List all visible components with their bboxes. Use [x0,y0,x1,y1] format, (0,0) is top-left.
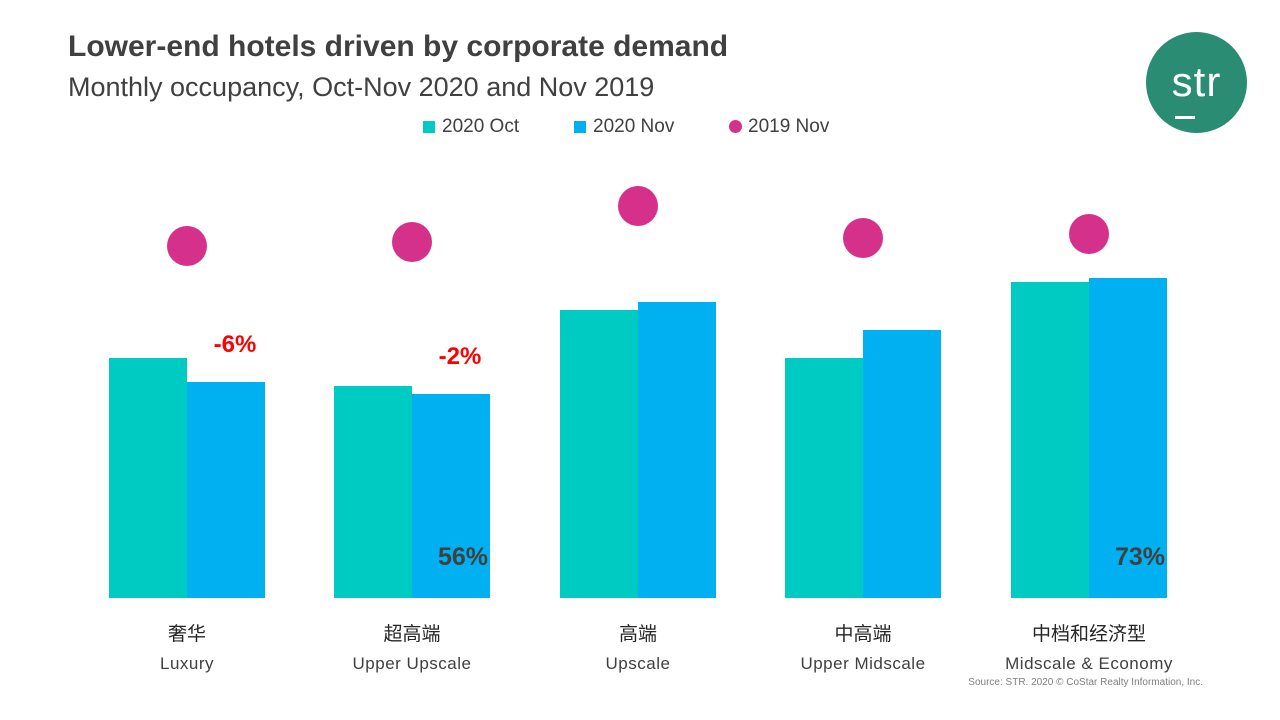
legend-swatch-2019-nov [729,120,742,133]
chart-subtitle: Monthly occupancy, Oct-Nov 2020 and Nov … [68,72,655,102]
bar-2020-oct-luxury [109,358,187,598]
bar-2020-oct-upper-midscale [785,358,863,598]
dot-2019-nov-upscale [618,186,658,226]
category-label-en-upscale: Upscale [606,654,671,673]
bar-2020-oct-upscale [560,310,638,598]
legend-swatch-2020-nov [574,121,586,133]
category-label-en-luxury: Luxury [160,654,214,673]
dot-2019-nov-upper-midscale [843,218,883,258]
category-label-en-upper-upscale: Upper Upscale [353,654,472,673]
dot-2019-nov-midscale-economy [1069,214,1109,254]
category-label-en-midscale-economy: Midscale & Economy [1005,654,1173,673]
bar-2020-nov-upper-midscale [863,330,941,598]
category-label-cn-midscale-economy: 中档和经济型 [1032,623,1146,645]
bar-2020-nov-midscale-economy [1089,278,1167,598]
str-logo: str [1146,32,1247,133]
category-label-cn-upper-upscale: 超高端 [383,623,440,645]
change-annotation-1: -2% [439,343,482,370]
legend-label-2020-oct: 2020 Oct [442,116,520,137]
logo-text: str [1171,58,1222,105]
legend-label-2020-nov: 2020 Nov [593,116,675,137]
source-note: Source: STR. 2020 © CoStar Realty Inform… [968,677,1203,688]
value-label-4: 73% [1115,543,1165,571]
bar-2020-oct-midscale-economy [1011,282,1089,598]
legend-label-2019-nov: 2019 Nov [748,116,830,137]
value-label-1: 56% [438,543,488,571]
logo-underline [1175,116,1195,119]
chart-title: Lower-end hotels driven by corporate dem… [68,30,729,63]
category-label-cn-upscale: 高端 [619,623,657,645]
category-label-cn-upper-midscale: 中高端 [834,623,891,645]
dot-2019-nov-upper-upscale [392,222,432,262]
category-label-cn-luxury: 奢华 [168,623,206,645]
bar-2020-oct-upper-upscale [334,386,412,598]
bar-2020-nov-upper-upscale [412,394,490,598]
legend-swatch-2020-oct [423,121,435,133]
change-annotation-0: -6% [214,331,257,358]
dot-2019-nov-luxury [167,226,207,266]
bar-2020-nov-luxury [187,382,265,598]
category-label-en-upper-midscale: Upper Midscale [800,654,925,673]
bar-2020-nov-upscale [638,302,716,598]
